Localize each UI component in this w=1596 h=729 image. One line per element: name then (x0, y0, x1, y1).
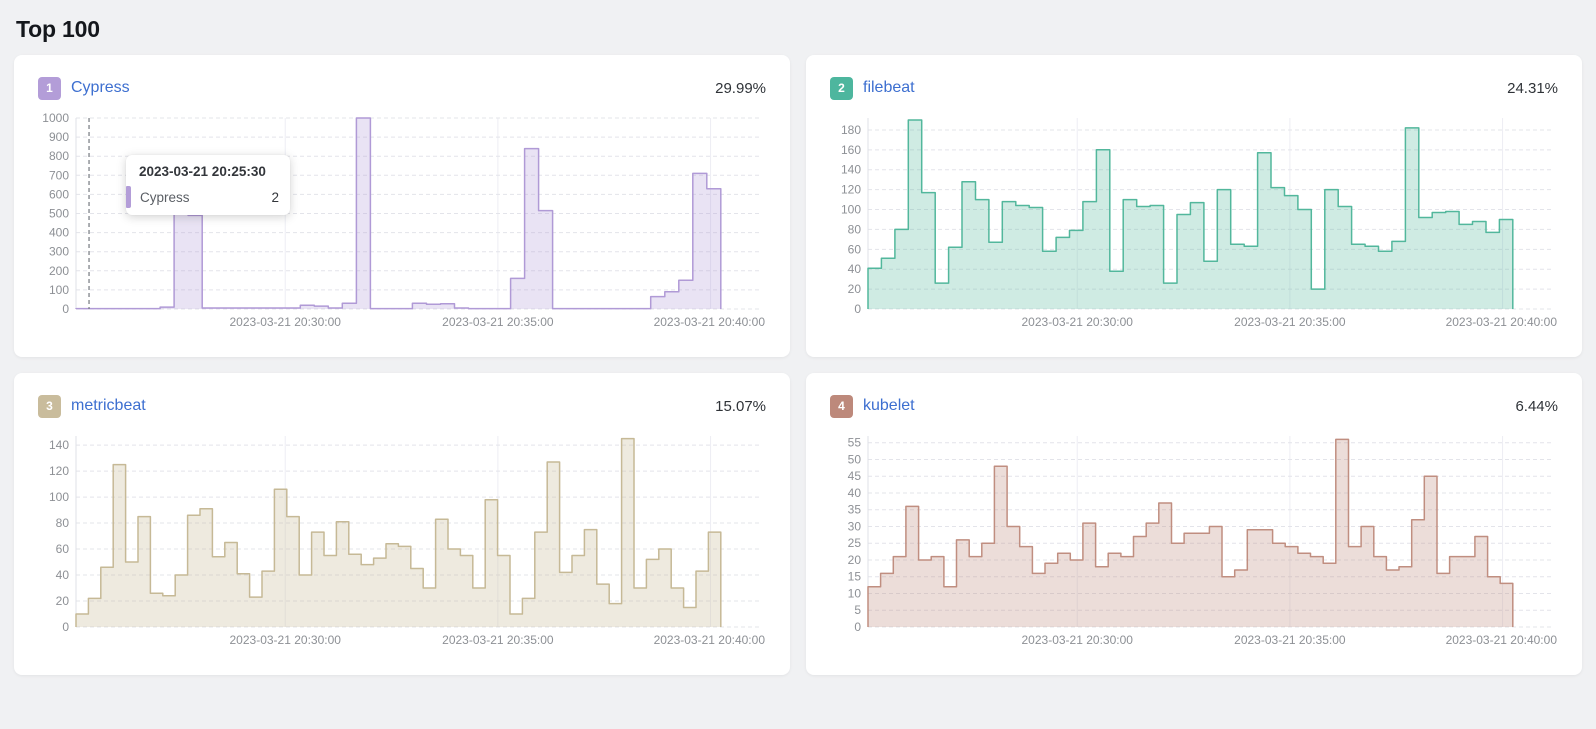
svg-text:40: 40 (56, 568, 70, 582)
cards-grid: 1 Cypress 29.99% 2023-03-21 20:30:00 2023… (0, 55, 1596, 675)
svg-text:30: 30 (848, 519, 862, 533)
svg-text:2023-03-21 20:35:00: 2023-03-21 20:35:00 (1234, 633, 1346, 647)
chart-tooltip: 2023-03-21 20:25:30 Cypress 2 (126, 155, 290, 215)
svg-text:50: 50 (848, 452, 862, 466)
step-area-chart[interactable]: 2023-03-21 20:30:00 2023-03-21 20:35:00 20… (830, 110, 1558, 335)
card-header: 1 Cypress 29.99% (38, 75, 766, 101)
svg-text:2023-03-21 20:40:00: 2023-03-21 20:40:00 (654, 633, 766, 647)
svg-text:160: 160 (841, 143, 861, 157)
svg-text:400: 400 (49, 226, 69, 240)
tooltip-row: Cypress 2 (126, 185, 290, 209)
svg-text:80: 80 (56, 516, 70, 530)
tooltip-timestamp: 2023-03-21 20:25:30 (139, 164, 266, 179)
svg-text:0: 0 (854, 620, 861, 634)
svg-text:2023-03-21 20:30:00: 2023-03-21 20:30:00 (230, 633, 342, 647)
chart-canvas[interactable]: 2023-03-21 20:30:00 2023-03-21 20:35:00 20… (38, 428, 766, 653)
chart-card-kubelet: 4 kubelet 6.44% 2023-03-21 20:30:00 2023-… (806, 373, 1582, 675)
step-area-chart[interactable]: 2023-03-21 20:30:00 2023-03-21 20:35:00 20… (38, 428, 766, 653)
svg-text:60: 60 (56, 542, 70, 556)
series-color-marker (126, 186, 131, 208)
percent-value: 15.07% (715, 397, 766, 415)
svg-text:100: 100 (841, 203, 861, 217)
svg-text:60: 60 (848, 242, 862, 256)
svg-text:20: 20 (848, 282, 862, 296)
svg-text:900: 900 (49, 130, 69, 144)
svg-text:25: 25 (848, 536, 862, 550)
svg-text:15: 15 (848, 570, 862, 584)
svg-text:0: 0 (854, 302, 861, 316)
series-link-metricbeat[interactable]: metricbeat (71, 397, 146, 414)
svg-text:120: 120 (49, 464, 69, 478)
svg-text:0: 0 (62, 302, 69, 316)
svg-text:5: 5 (854, 603, 861, 617)
chart-card-cypress: 1 Cypress 29.99% 2023-03-21 20:30:00 2023… (14, 55, 790, 357)
svg-text:300: 300 (49, 245, 69, 259)
series-link-filebeat[interactable]: filebeat (863, 79, 915, 96)
chart-canvas[interactable]: 2023-03-21 20:30:00 2023-03-21 20:35:00 20… (38, 110, 766, 335)
tooltip-series-name: Cypress (140, 189, 190, 205)
svg-text:55: 55 (848, 436, 862, 450)
series-link-kubelet[interactable]: kubelet (863, 397, 915, 414)
svg-text:2023-03-21 20:30:00: 2023-03-21 20:30:00 (1022, 633, 1134, 647)
svg-text:10: 10 (848, 586, 862, 600)
svg-text:20: 20 (56, 594, 70, 608)
svg-text:0: 0 (62, 620, 69, 634)
svg-text:2023-03-21 20:30:00: 2023-03-21 20:30:00 (1022, 315, 1134, 329)
chart-card-metricbeat: 3 metricbeat 15.07% 2023-03-21 20:30:00 2… (14, 373, 790, 675)
svg-text:700: 700 (49, 168, 69, 182)
card-header: 4 kubelet 6.44% (830, 393, 1558, 419)
svg-text:100: 100 (49, 283, 69, 297)
card-header: 2 filebeat 24.31% (830, 75, 1558, 101)
rank-badge: 1 (38, 76, 61, 100)
chart-card-filebeat: 2 filebeat 24.31% 2023-03-21 20:30:00 202… (806, 55, 1582, 357)
svg-text:45: 45 (848, 469, 862, 483)
svg-text:2023-03-21 20:40:00: 2023-03-21 20:40:00 (1446, 315, 1558, 329)
svg-text:120: 120 (841, 183, 861, 197)
card-header: 3 metricbeat 15.07% (38, 393, 766, 419)
svg-text:600: 600 (49, 187, 69, 201)
svg-text:80: 80 (848, 222, 862, 236)
tooltip-value: 2 (271, 189, 279, 205)
percent-value: 29.99% (715, 79, 766, 97)
chart-canvas[interactable]: 2023-03-21 20:30:00 2023-03-21 20:35:00 20… (830, 428, 1558, 653)
percent-value: 24.31% (1507, 79, 1558, 97)
svg-text:800: 800 (49, 149, 69, 163)
svg-text:2023-03-21 20:35:00: 2023-03-21 20:35:00 (442, 315, 554, 329)
rank-badge: 4 (830, 394, 853, 418)
svg-text:2023-03-21 20:30:00: 2023-03-21 20:30:00 (230, 315, 342, 329)
rank-badge: 2 (830, 76, 853, 100)
svg-text:2023-03-21 20:35:00: 2023-03-21 20:35:00 (1234, 315, 1346, 329)
step-area-chart[interactable]: 2023-03-21 20:30:00 2023-03-21 20:35:00 20… (830, 428, 1558, 653)
svg-text:2023-03-21 20:40:00: 2023-03-21 20:40:00 (1446, 633, 1558, 647)
svg-text:140: 140 (841, 163, 861, 177)
svg-text:20: 20 (848, 553, 862, 567)
svg-text:40: 40 (848, 262, 862, 276)
svg-text:40: 40 (848, 486, 862, 500)
svg-text:2023-03-21 20:40:00: 2023-03-21 20:40:00 (654, 315, 766, 329)
step-area-chart[interactable]: 2023-03-21 20:30:00 2023-03-21 20:35:00 20… (38, 110, 766, 335)
page-title: Top 100 (16, 16, 100, 42)
svg-text:500: 500 (49, 207, 69, 221)
rank-badge: 3 (38, 394, 61, 418)
chart-canvas[interactable]: 2023-03-21 20:30:00 2023-03-21 20:35:00 20… (830, 110, 1558, 335)
svg-text:1000: 1000 (42, 111, 69, 125)
percent-value: 6.44% (1515, 397, 1558, 415)
svg-text:180: 180 (841, 123, 861, 137)
svg-text:200: 200 (49, 264, 69, 278)
svg-text:2023-03-21 20:35:00: 2023-03-21 20:35:00 (442, 633, 554, 647)
svg-text:100: 100 (49, 490, 69, 504)
svg-text:140: 140 (49, 438, 69, 452)
svg-text:35: 35 (848, 503, 862, 517)
series-link-cypress[interactable]: Cypress (71, 79, 130, 96)
